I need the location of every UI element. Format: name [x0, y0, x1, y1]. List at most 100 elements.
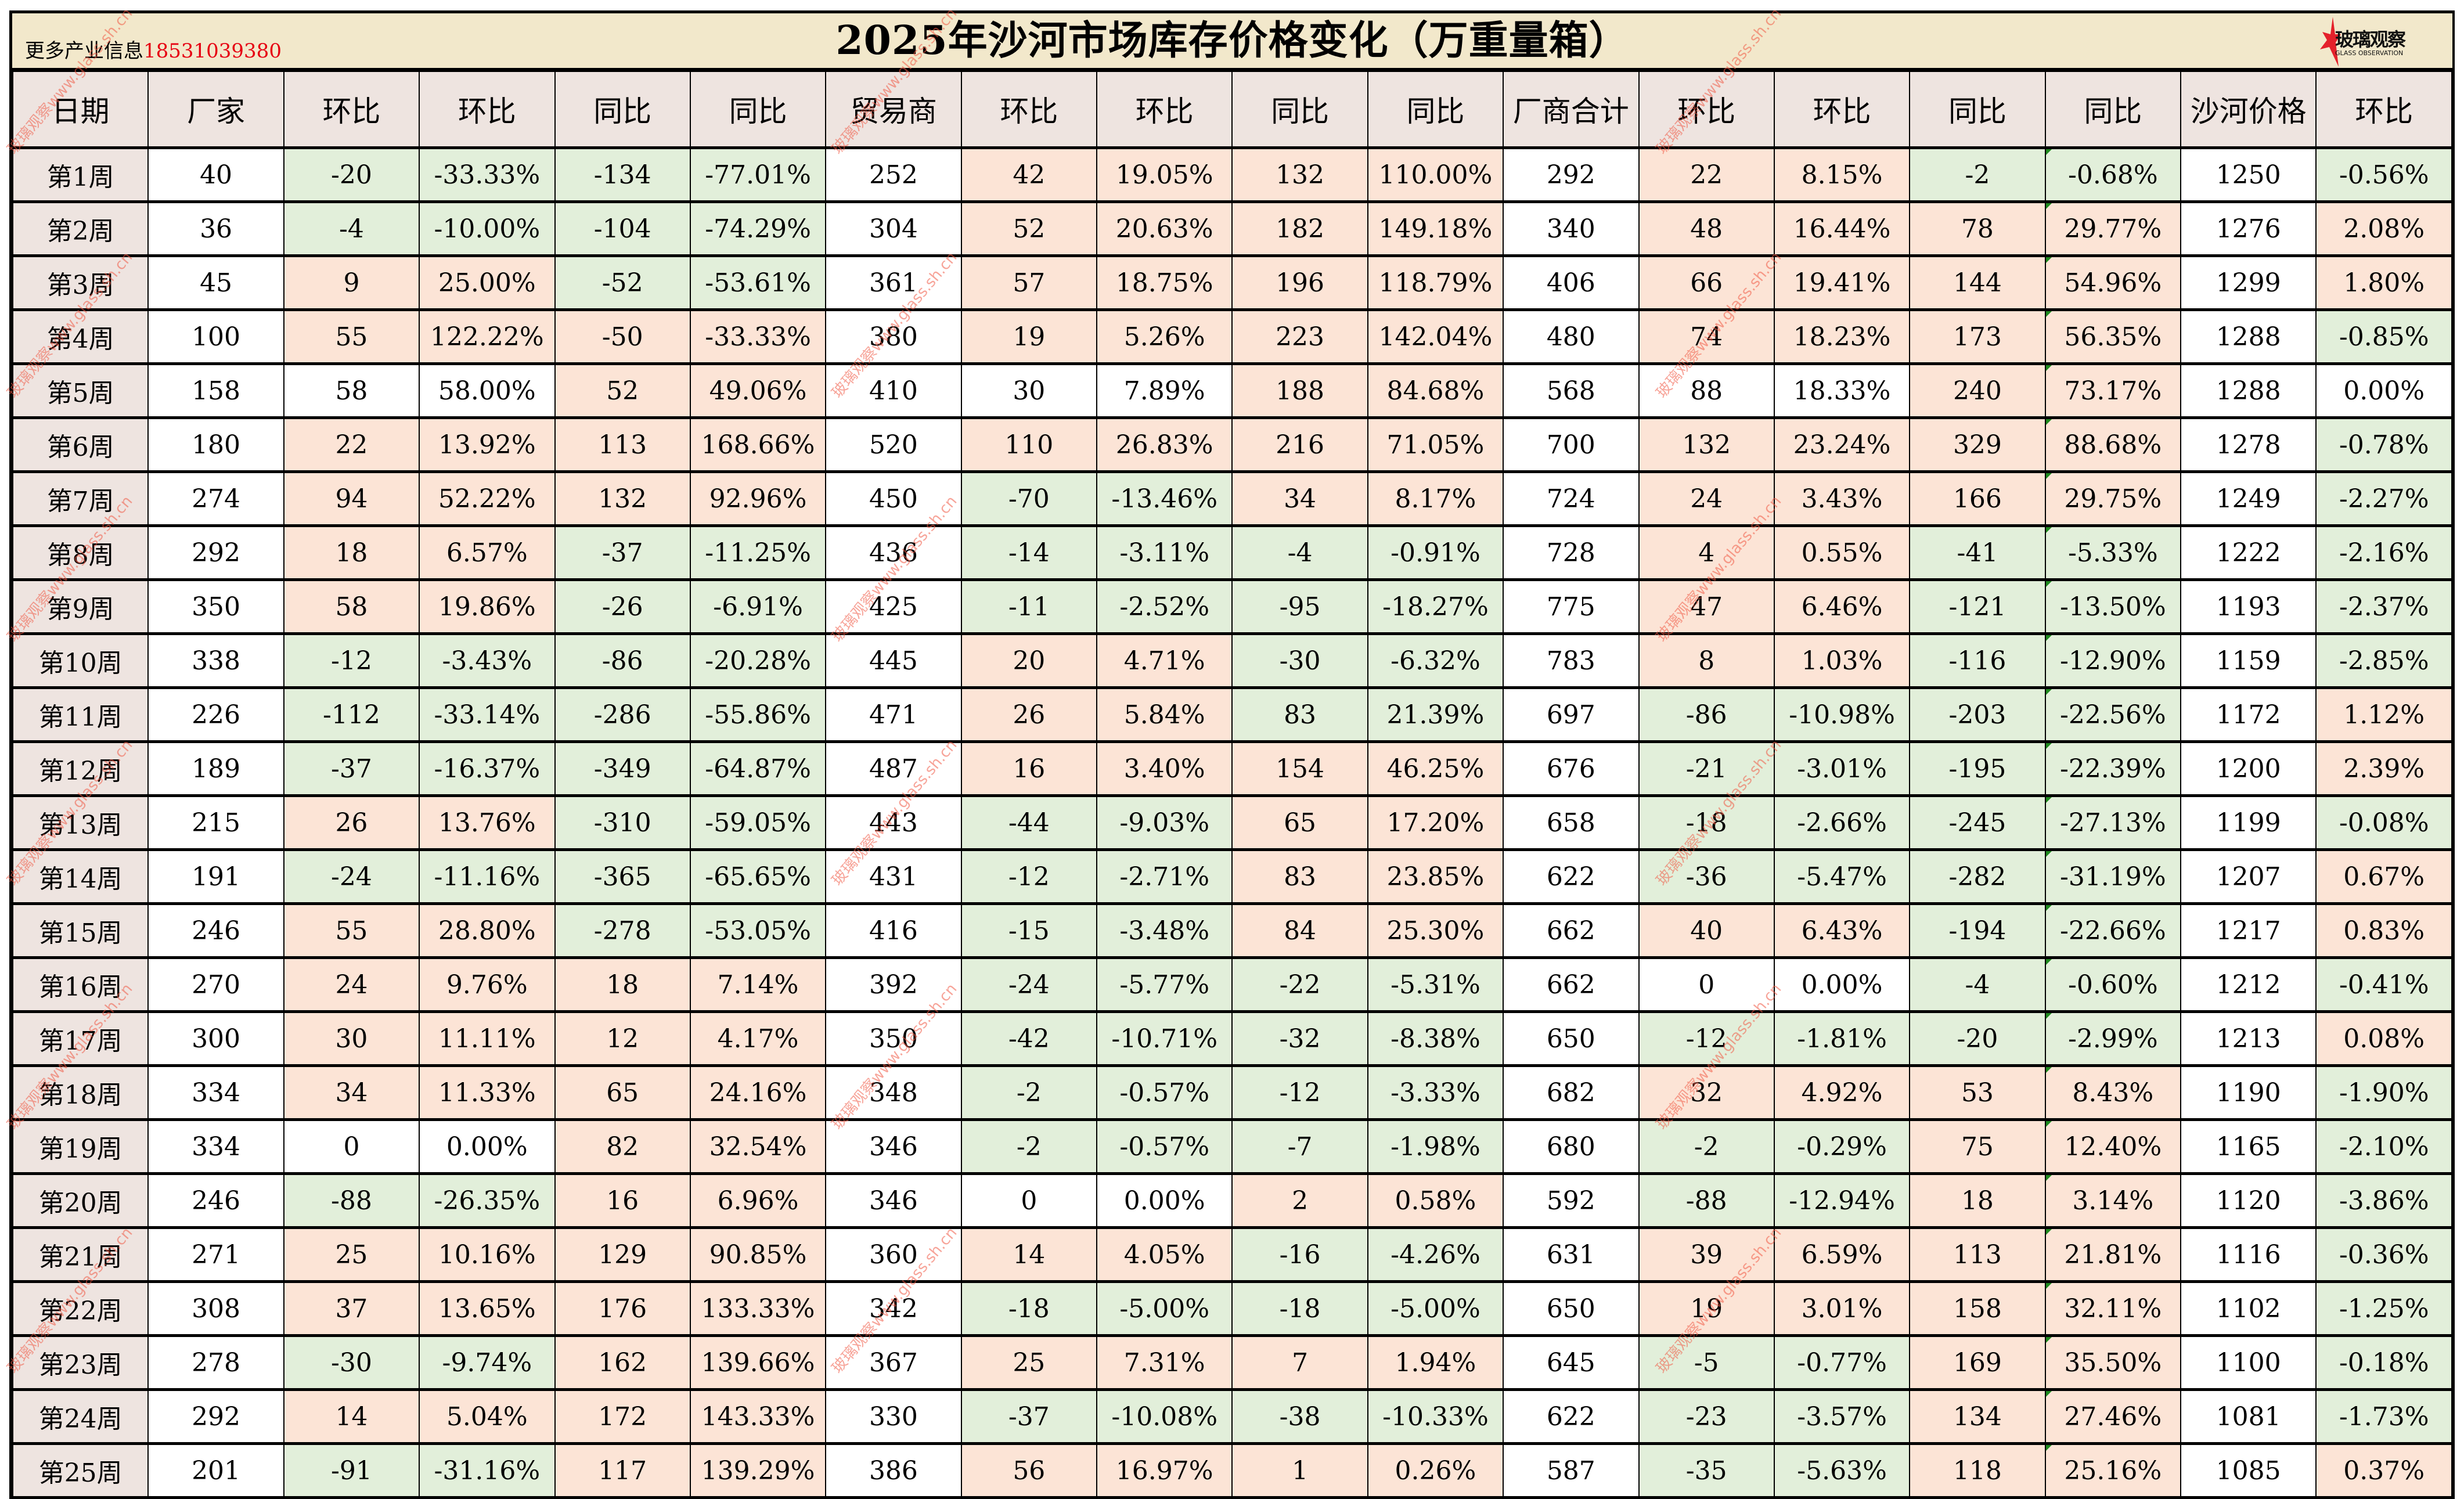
- data-cell: 3.01%: [1773, 1281, 1911, 1337]
- data-cell: 133.33%: [689, 1281, 827, 1337]
- data-cell: 16: [554, 1173, 691, 1229]
- data-cell: 304: [825, 201, 962, 257]
- data-cell: -2: [960, 1065, 1098, 1121]
- data-cell: 487: [825, 741, 962, 797]
- data-cell: 88.68%: [2044, 417, 2182, 473]
- data-cell: 223: [1231, 309, 1368, 365]
- week-label: 第10周: [12, 633, 149, 689]
- data-cell: 6.59%: [1773, 1227, 1911, 1283]
- data-cell: -3.11%: [1096, 525, 1233, 581]
- data-cell: -0.60%: [2044, 957, 2182, 1013]
- data-cell: 2.08%: [2315, 201, 2452, 257]
- data-cell: 0.55%: [1773, 525, 1911, 581]
- data-cell: 132: [1231, 147, 1368, 203]
- column-header: 日期: [12, 71, 149, 149]
- phone-number: 18531039380: [143, 39, 282, 63]
- data-cell: -2.99%: [2044, 1011, 2182, 1067]
- data-cell: -42: [960, 1011, 1098, 1067]
- data-cell: -53.61%: [689, 255, 827, 311]
- data-cell: 340: [1503, 201, 1640, 257]
- data-cell: 48: [1638, 201, 1775, 257]
- table-row: 第17周 300 30 11.11% 12 4.17% 350 -42 -10.71% -32 -8…: [12, 1011, 2452, 1067]
- data-cell: 6.46%: [1773, 579, 1911, 635]
- week-label: 第18周: [12, 1065, 149, 1121]
- data-cell: -65.65%: [689, 849, 827, 905]
- data-cell: 55: [283, 903, 420, 959]
- data-cell: -91: [283, 1443, 420, 1496]
- data-cell: 4.92%: [1773, 1065, 1911, 1121]
- data-cell: -18: [1638, 795, 1775, 851]
- data-cell: 32: [1638, 1065, 1775, 1121]
- data-cell: 1207: [2180, 849, 2317, 905]
- data-cell: 650: [1503, 1281, 1640, 1337]
- data-cell: 55: [283, 309, 420, 365]
- data-cell: 9: [283, 255, 420, 311]
- data-cell: 13.76%: [419, 795, 556, 851]
- week-label: 第8周: [12, 525, 149, 581]
- week-label: 第9周: [12, 579, 149, 635]
- data-cell: -0.57%: [1096, 1065, 1233, 1121]
- table-row: 第19周 334 0 0.00% 82 32.54% 346 -2 -0.57% -7 -1.98%…: [12, 1119, 2452, 1175]
- table-row: 第9周 350 58 19.86% -26 -6.91% 425 -11 -2.52% -95 -1…: [12, 579, 2452, 635]
- data-cell: 1.03%: [1773, 633, 1911, 689]
- data-cell: 346: [825, 1119, 962, 1175]
- data-cell: -134: [554, 147, 691, 203]
- data-cell: 0.26%: [1367, 1443, 1504, 1496]
- data-cell: -16: [1231, 1227, 1368, 1283]
- data-cell: 1: [1231, 1443, 1368, 1496]
- data-cell: 30: [960, 363, 1098, 419]
- data-cell: 226: [147, 687, 284, 743]
- info-label: 更多产业信息: [25, 39, 143, 63]
- data-cell: 188: [1231, 363, 1368, 419]
- data-cell: 117: [554, 1443, 691, 1496]
- data-cell: -36: [1638, 849, 1775, 905]
- data-cell: -53.05%: [689, 903, 827, 959]
- data-cell: 1278: [2180, 417, 2317, 473]
- column-header: 同比: [1367, 71, 1504, 149]
- data-cell: 25: [960, 1335, 1098, 1391]
- data-cell: 191: [147, 849, 284, 905]
- data-cell: 471: [825, 687, 962, 743]
- table-row: 第13周 215 26 13.76% -310 -59.05% 443 -44 -9.03% 65…: [12, 795, 2452, 851]
- data-cell: -86: [1638, 687, 1775, 743]
- table-row: 第1周 40 -20 -33.33% -134 -77.01% 252 42 19.05% 132…: [12, 147, 2452, 203]
- data-cell: 724: [1503, 471, 1640, 527]
- data-cell: 0.00%: [1773, 957, 1911, 1013]
- week-label: 第25周: [12, 1443, 149, 1496]
- data-cell: 58: [283, 579, 420, 635]
- data-cell: -59.05%: [689, 795, 827, 851]
- data-cell: 360: [825, 1227, 962, 1283]
- data-cell: 19.05%: [1096, 147, 1233, 203]
- data-cell: 246: [147, 1173, 284, 1229]
- data-cell: 172: [554, 1389, 691, 1445]
- data-cell: 252: [825, 147, 962, 203]
- data-cell: 1276: [2180, 201, 2317, 257]
- table-row: 第4周 100 55 122.22% -50 -33.33% 380 19 5.26% 223 14…: [12, 309, 2452, 365]
- data-cell: 1165: [2180, 1119, 2317, 1175]
- data-cell: 34: [283, 1065, 420, 1121]
- data-cell: 56: [960, 1443, 1098, 1496]
- data-cell: 215: [147, 795, 284, 851]
- data-cell: 1190: [2180, 1065, 2317, 1121]
- column-header: 环比: [2315, 71, 2452, 149]
- data-cell: 49.06%: [689, 363, 827, 419]
- data-cell: 658: [1503, 795, 1640, 851]
- data-cell: 173: [1909, 309, 2046, 365]
- data-cell: 775: [1503, 579, 1640, 635]
- data-cell: 1249: [2180, 471, 2317, 527]
- data-cell: 622: [1503, 1389, 1640, 1445]
- data-cell: 71.05%: [1367, 417, 1504, 473]
- data-cell: 25.00%: [419, 255, 556, 311]
- data-cell: 783: [1503, 633, 1640, 689]
- data-cell: 20: [960, 633, 1098, 689]
- data-cell: -52: [554, 255, 691, 311]
- data-cell: -26: [554, 579, 691, 635]
- data-cell: -30: [1231, 633, 1368, 689]
- data-cell: -24: [960, 957, 1098, 1013]
- data-cell: -13.46%: [1096, 471, 1233, 527]
- data-cell: -10.98%: [1773, 687, 1911, 743]
- data-cell: 14: [960, 1227, 1098, 1283]
- data-cell: 158: [1909, 1281, 2046, 1337]
- data-cell: -0.56%: [2315, 147, 2452, 203]
- data-cell: 410: [825, 363, 962, 419]
